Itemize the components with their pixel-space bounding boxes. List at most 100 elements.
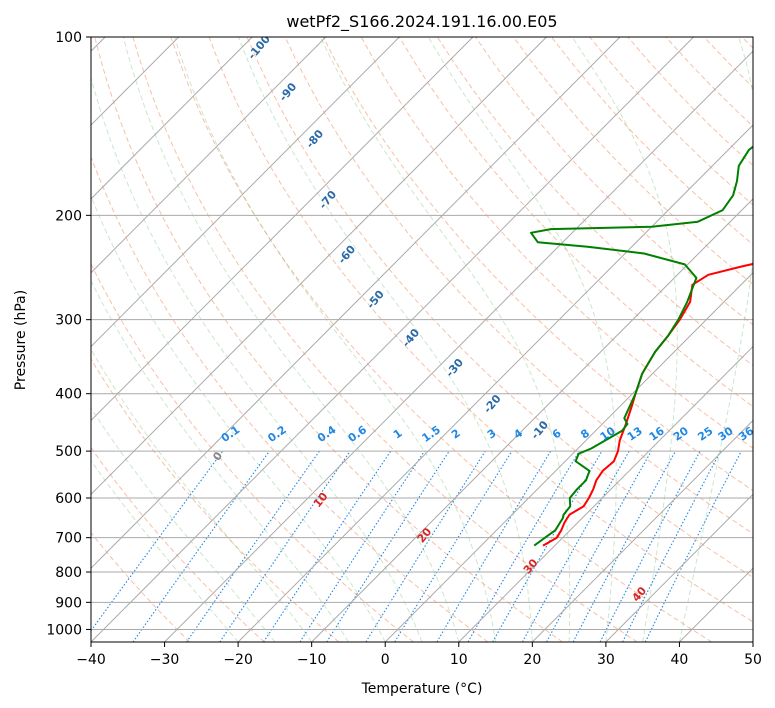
moist-adiabat-line — [91, 459, 239, 642]
y-tick-label: 400 — [55, 387, 82, 403]
isotherm-line — [91, 37, 621, 569]
mixing-ratio-line — [572, 450, 676, 642]
mixing-ratio-line — [644, 450, 742, 642]
mixing-ratio-label: 0.4 — [315, 423, 339, 445]
x-tick-label: −40 — [76, 652, 106, 668]
dry-adiabat-line — [91, 357, 340, 642]
moist-adiabat-line — [91, 75, 423, 642]
isotherm-line — [311, 198, 753, 642]
dry-adiabat-label: 20 — [415, 525, 435, 545]
x-tick-label: 40 — [671, 652, 689, 668]
dry-adiabat-line — [360, 37, 753, 449]
mixing-ratio-line — [622, 450, 722, 642]
dry-adiabat-line — [91, 446, 265, 642]
y-tick-label: 800 — [55, 565, 82, 581]
y-axis-label: Pressure (hPa) — [13, 290, 29, 390]
x-tick-label: −30 — [150, 652, 180, 668]
plot-area: 0.1 0.2 0.4 0.6 1 1.5 2 3 4 6 8 10 13 16 20 25 30 36-100-… — [91, 37, 756, 642]
y-tick-label: 900 — [55, 595, 82, 611]
mixing-ratio-line — [436, 450, 552, 642]
moist-adiabat-line — [238, 37, 533, 642]
isotherm-line — [164, 50, 753, 642]
dry-adiabat-line — [589, 37, 753, 206]
dry-adiabat-line — [132, 37, 638, 642]
moist-adiabat-line — [91, 348, 313, 642]
x-tick-label: 30 — [597, 652, 615, 668]
isotherm-line — [605, 493, 753, 642]
mixing-ratio-line — [365, 450, 486, 642]
x-tick-label: 50 — [744, 652, 762, 668]
dry-adiabat-line — [436, 37, 753, 367]
y-tick-label: 300 — [55, 313, 82, 329]
mixing-ratio-line — [326, 450, 450, 642]
temperature-line — [542, 262, 753, 547]
mixing-ratio-label: 16 — [647, 424, 667, 444]
skewed-isotherms — [91, 37, 753, 642]
moist-adiabat-label: -80 — [303, 127, 326, 151]
dry-adiabat-line — [665, 37, 753, 128]
dry-adiabat-line — [246, 37, 753, 578]
dewpoint-line — [530, 145, 753, 547]
y-tick-label: 600 — [55, 491, 82, 507]
isotherm-line — [91, 37, 694, 642]
moist-adiabat-line — [91, 194, 386, 642]
moist-adiabat-label: -90 — [277, 80, 300, 104]
moist-adiabat-line — [174, 37, 497, 642]
x-axis: −40 −30 −20 −10 0 10 20 30 40 50 — [76, 642, 762, 668]
isotherm-line — [384, 272, 753, 642]
mixing-ratio-label: 25 — [695, 424, 715, 443]
y-tick-label: 200 — [55, 208, 82, 224]
x-tick-label: 10 — [450, 652, 468, 668]
isobar-grid — [91, 37, 753, 630]
dry-adiabat-line — [284, 37, 753, 535]
mixing-ratio-label: 2 — [449, 427, 463, 442]
dry-adiabat-line — [91, 155, 489, 642]
dry-adiabat-line — [208, 37, 753, 623]
plot-frame — [90, 36, 754, 643]
moist-adiabat-line — [678, 37, 753, 642]
y-tick-label: 100 — [55, 30, 82, 46]
moist-adiabat-label: -10 — [528, 418, 551, 442]
dry-adiabat-line — [91, 531, 191, 642]
x-tick-label: 20 — [523, 652, 541, 668]
dry-adiabat-label: 30 — [521, 556, 541, 576]
x-axis-label: Temperature (°C) — [361, 681, 483, 697]
isotherm-line — [91, 37, 400, 348]
mixing-ratio-line — [522, 450, 630, 642]
isotherm-line — [91, 37, 327, 274]
dry-adiabat-line — [398, 37, 753, 408]
y-axis: 100 200 300 400 500 600 700 800 900 1000 — [46, 30, 91, 638]
moist-adiabat-line — [319, 37, 571, 642]
moist-adiabat-line — [122, 37, 460, 642]
mixing-ratio-line — [299, 450, 425, 642]
isotherm-line — [752, 641, 753, 642]
isotherm-line — [679, 567, 753, 642]
isotherm-line — [458, 345, 753, 642]
chart-title: wetPf2_S166.2024.191.16.00.E05 — [286, 12, 557, 32]
y-tick-label: 500 — [55, 444, 82, 460]
mixing-ratio-label: 1.5 — [420, 423, 443, 445]
mixing-ratio-line — [132, 450, 270, 642]
mixing-ratio-label: 0.6 — [346, 423, 370, 445]
moist-adiabat-label: -40 — [400, 326, 423, 350]
isotherm-line — [91, 37, 474, 422]
dry-adiabat-line — [91, 262, 414, 642]
mixing-ratio-line — [394, 450, 513, 642]
dry-adiabat-line — [741, 37, 753, 49]
y-tick-label: 700 — [55, 531, 82, 547]
dry-adiabat-line — [703, 37, 753, 88]
mixing-ratio-label: 8 — [578, 427, 592, 442]
mixing-ratio-label: 1 — [391, 427, 405, 442]
mixing-ratio-label: 0.1 — [219, 423, 242, 445]
mixing-ratio-line — [546, 450, 652, 642]
mixing-ratio-line — [599, 450, 701, 642]
dry-adiabat-line — [513, 37, 753, 286]
moist-adiabat-label: -30 — [443, 356, 466, 380]
mixing-ratio-label: 13 — [625, 424, 645, 443]
x-tick-label: 0 — [381, 652, 390, 668]
moist-adiabat-line — [91, 407, 276, 642]
moist-adiabat-line — [427, 37, 617, 642]
isotherm-line — [237, 124, 753, 642]
isotherm-line — [91, 37, 253, 200]
mixing-ratio-label: 36 — [736, 424, 756, 444]
